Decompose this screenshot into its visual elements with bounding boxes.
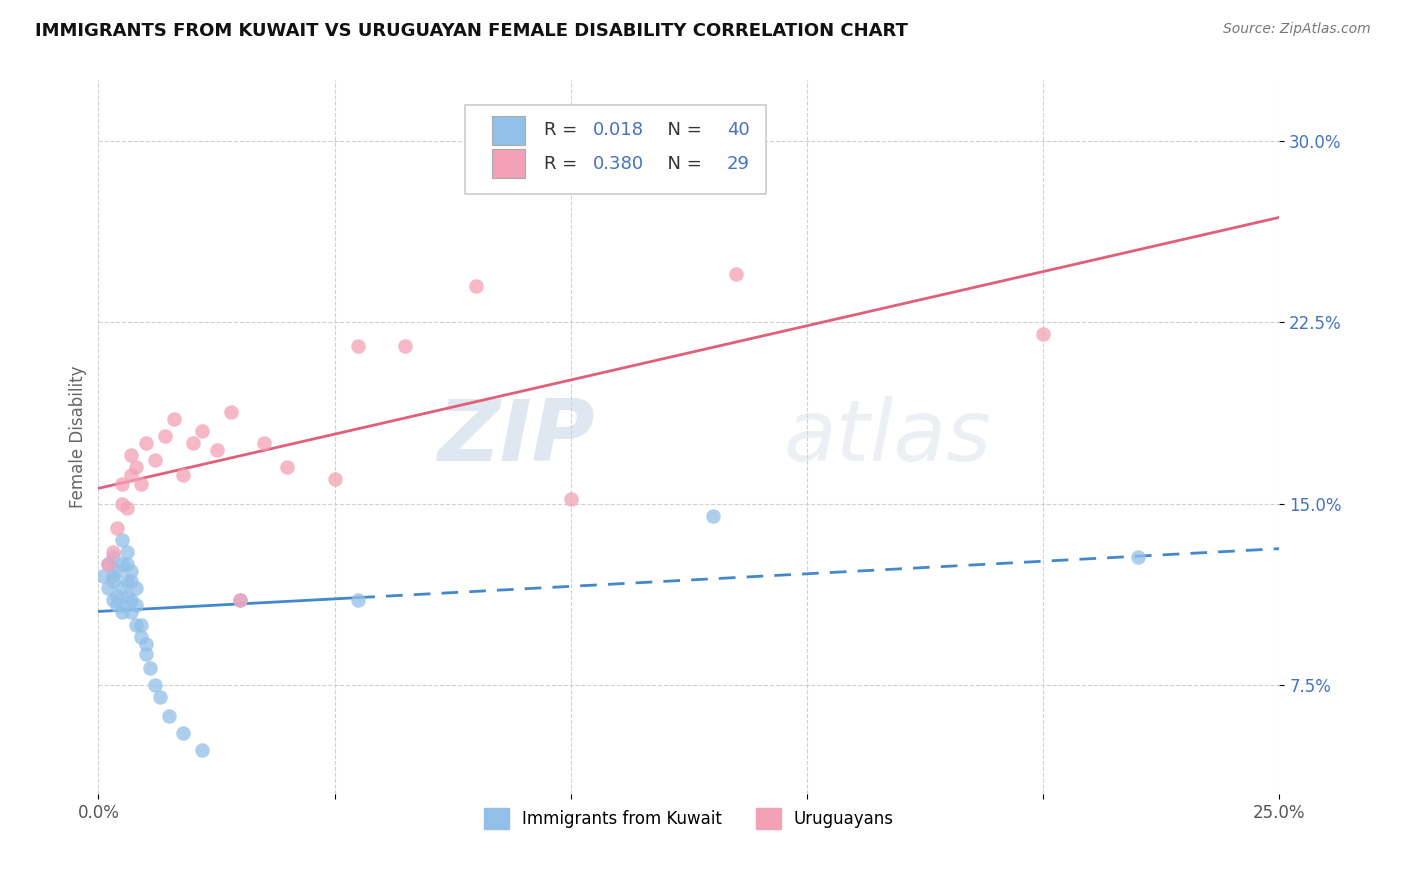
Text: 0.018: 0.018 xyxy=(593,121,644,139)
Point xyxy=(115,557,138,571)
Point xyxy=(111,606,134,620)
Point xyxy=(125,598,148,612)
Point xyxy=(129,630,152,644)
Point xyxy=(121,448,143,462)
Point xyxy=(205,443,228,458)
Point xyxy=(111,497,134,511)
Point xyxy=(1032,327,1054,342)
FancyBboxPatch shape xyxy=(492,116,524,145)
Point xyxy=(347,339,370,353)
Point xyxy=(101,569,124,583)
Point xyxy=(394,339,416,353)
Point xyxy=(97,557,120,571)
Point xyxy=(143,678,166,692)
Point xyxy=(111,581,134,595)
Point xyxy=(105,598,128,612)
Point xyxy=(111,557,134,571)
Text: IMMIGRANTS FROM KUWAIT VS URUGUAYAN FEMALE DISABILITY CORRELATION CHART: IMMIGRANTS FROM KUWAIT VS URUGUAYAN FEMA… xyxy=(35,22,908,40)
Point xyxy=(91,569,114,583)
FancyBboxPatch shape xyxy=(464,105,766,194)
Point xyxy=(125,460,148,475)
Text: R =: R = xyxy=(544,121,582,139)
Point xyxy=(1126,549,1149,564)
Point xyxy=(121,565,143,579)
Point xyxy=(97,557,120,571)
Point xyxy=(121,574,143,588)
Point xyxy=(191,424,214,438)
Text: 0.380: 0.380 xyxy=(593,155,644,173)
Point xyxy=(172,467,194,482)
Point xyxy=(465,279,488,293)
Point xyxy=(101,574,124,588)
Point xyxy=(135,637,157,651)
Point xyxy=(149,690,172,705)
Point xyxy=(111,533,134,547)
Text: 40: 40 xyxy=(727,121,749,139)
Point xyxy=(101,593,124,607)
Point xyxy=(157,709,180,723)
Point xyxy=(105,521,128,535)
Point xyxy=(121,593,143,607)
Text: R =: R = xyxy=(544,155,582,173)
Point xyxy=(323,472,346,486)
Text: Source: ZipAtlas.com: Source: ZipAtlas.com xyxy=(1223,22,1371,37)
Point xyxy=(125,581,148,595)
Point xyxy=(115,545,138,559)
FancyBboxPatch shape xyxy=(492,150,524,178)
Point xyxy=(276,460,298,475)
Point xyxy=(702,508,724,523)
Point xyxy=(97,581,120,595)
Point xyxy=(101,545,124,559)
Point xyxy=(101,549,124,564)
Text: atlas: atlas xyxy=(783,395,991,479)
Text: N =: N = xyxy=(655,121,707,139)
Point xyxy=(139,661,162,675)
Point xyxy=(560,491,582,506)
Point xyxy=(219,405,242,419)
Y-axis label: Female Disability: Female Disability xyxy=(69,366,87,508)
Point xyxy=(172,726,194,740)
Point xyxy=(129,477,152,491)
Point xyxy=(115,501,138,516)
Point xyxy=(143,453,166,467)
Point xyxy=(153,429,176,443)
Point xyxy=(115,589,138,603)
Point xyxy=(111,598,134,612)
Point xyxy=(121,606,143,620)
Point xyxy=(253,436,276,450)
Point xyxy=(191,743,214,757)
Point xyxy=(105,565,128,579)
Legend: Immigrants from Kuwait, Uruguayans: Immigrants from Kuwait, Uruguayans xyxy=(477,802,901,836)
Text: N =: N = xyxy=(655,155,707,173)
Point xyxy=(229,593,252,607)
Point xyxy=(135,647,157,661)
Text: ZIP: ZIP xyxy=(437,395,595,479)
Point xyxy=(135,436,157,450)
Point xyxy=(105,589,128,603)
Point xyxy=(111,477,134,491)
Point xyxy=(163,412,186,426)
Text: 29: 29 xyxy=(727,155,749,173)
Point xyxy=(129,617,152,632)
Point xyxy=(347,593,370,607)
Point xyxy=(725,267,748,281)
Point xyxy=(125,617,148,632)
Point xyxy=(181,436,204,450)
Point xyxy=(229,593,252,607)
Point xyxy=(121,467,143,482)
Point xyxy=(115,574,138,588)
